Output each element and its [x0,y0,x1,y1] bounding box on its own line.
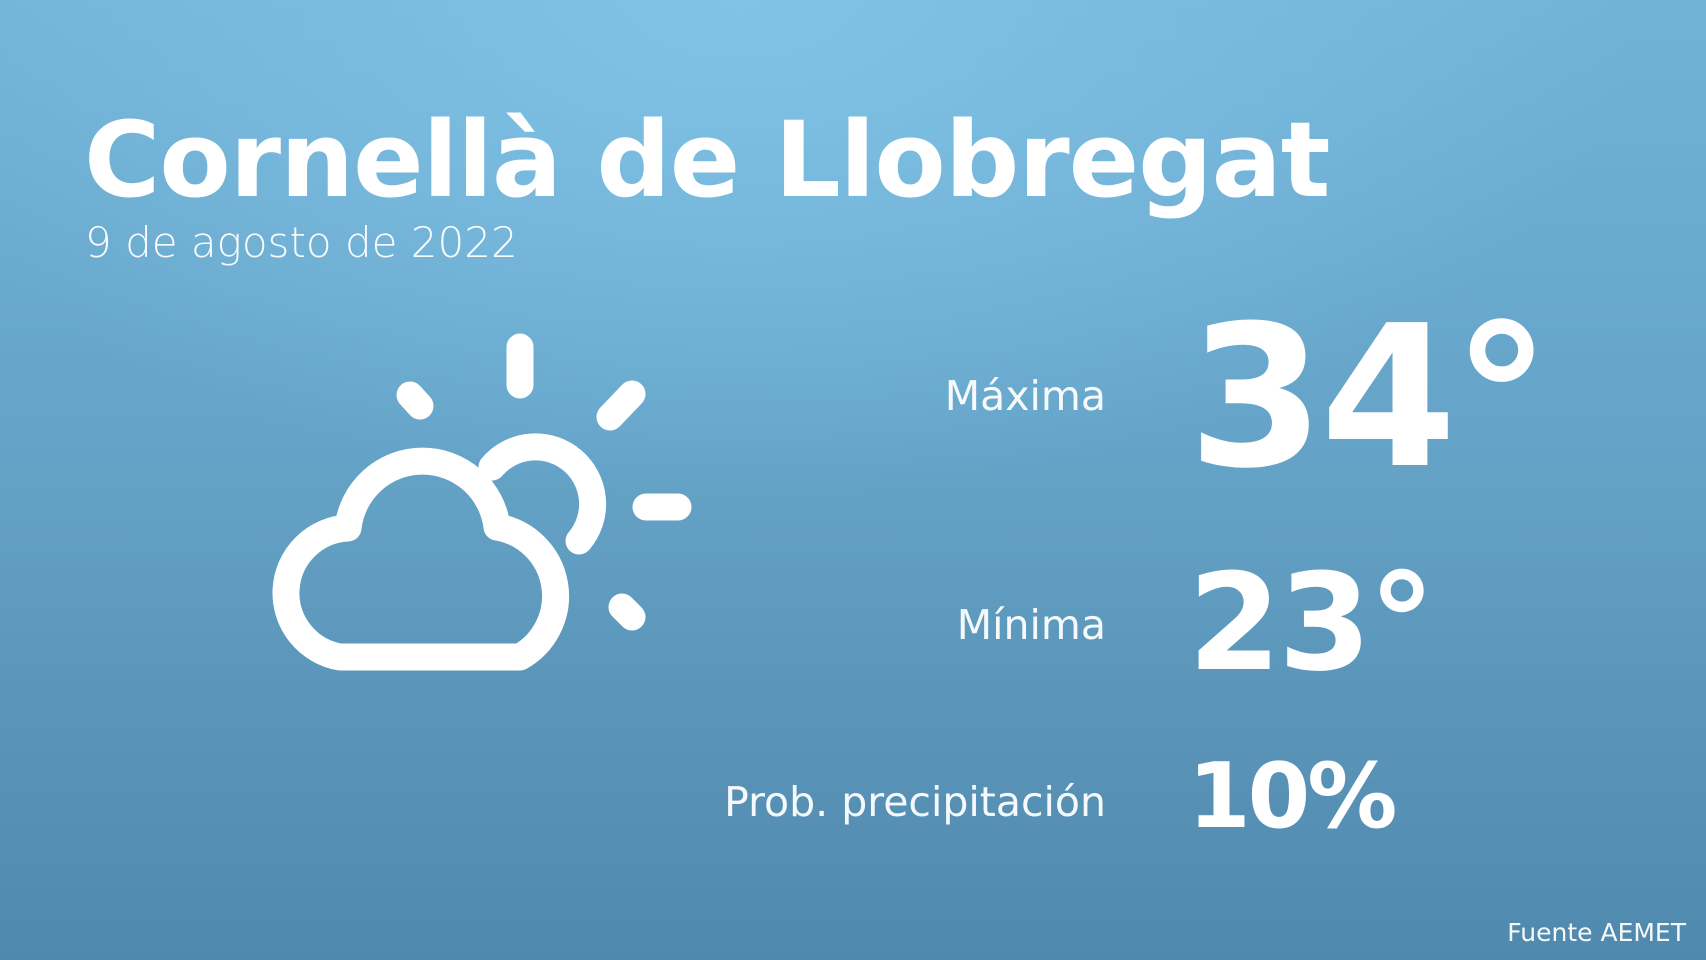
source-credit: Fuente AEMET [1507,918,1686,947]
max-temp-value: 34° [1188,284,1551,512]
min-temp-label: Mínima [956,601,1106,649]
sun-ray [596,380,646,431]
min-temp-value: 23° [1188,545,1435,701]
sun-ray [608,593,646,631]
sun-arc [478,433,607,555]
forecast-date: 9 de agosto de 2022 [85,218,518,267]
precip-value: 10% [1188,744,1397,849]
cloud-shape [272,447,570,671]
city-title: Cornellà de Llobregat [84,99,1330,221]
precip-label: Prob. precipitación [724,778,1106,826]
sun-ray [396,381,434,420]
max-temp-label: Máxima [944,372,1106,420]
